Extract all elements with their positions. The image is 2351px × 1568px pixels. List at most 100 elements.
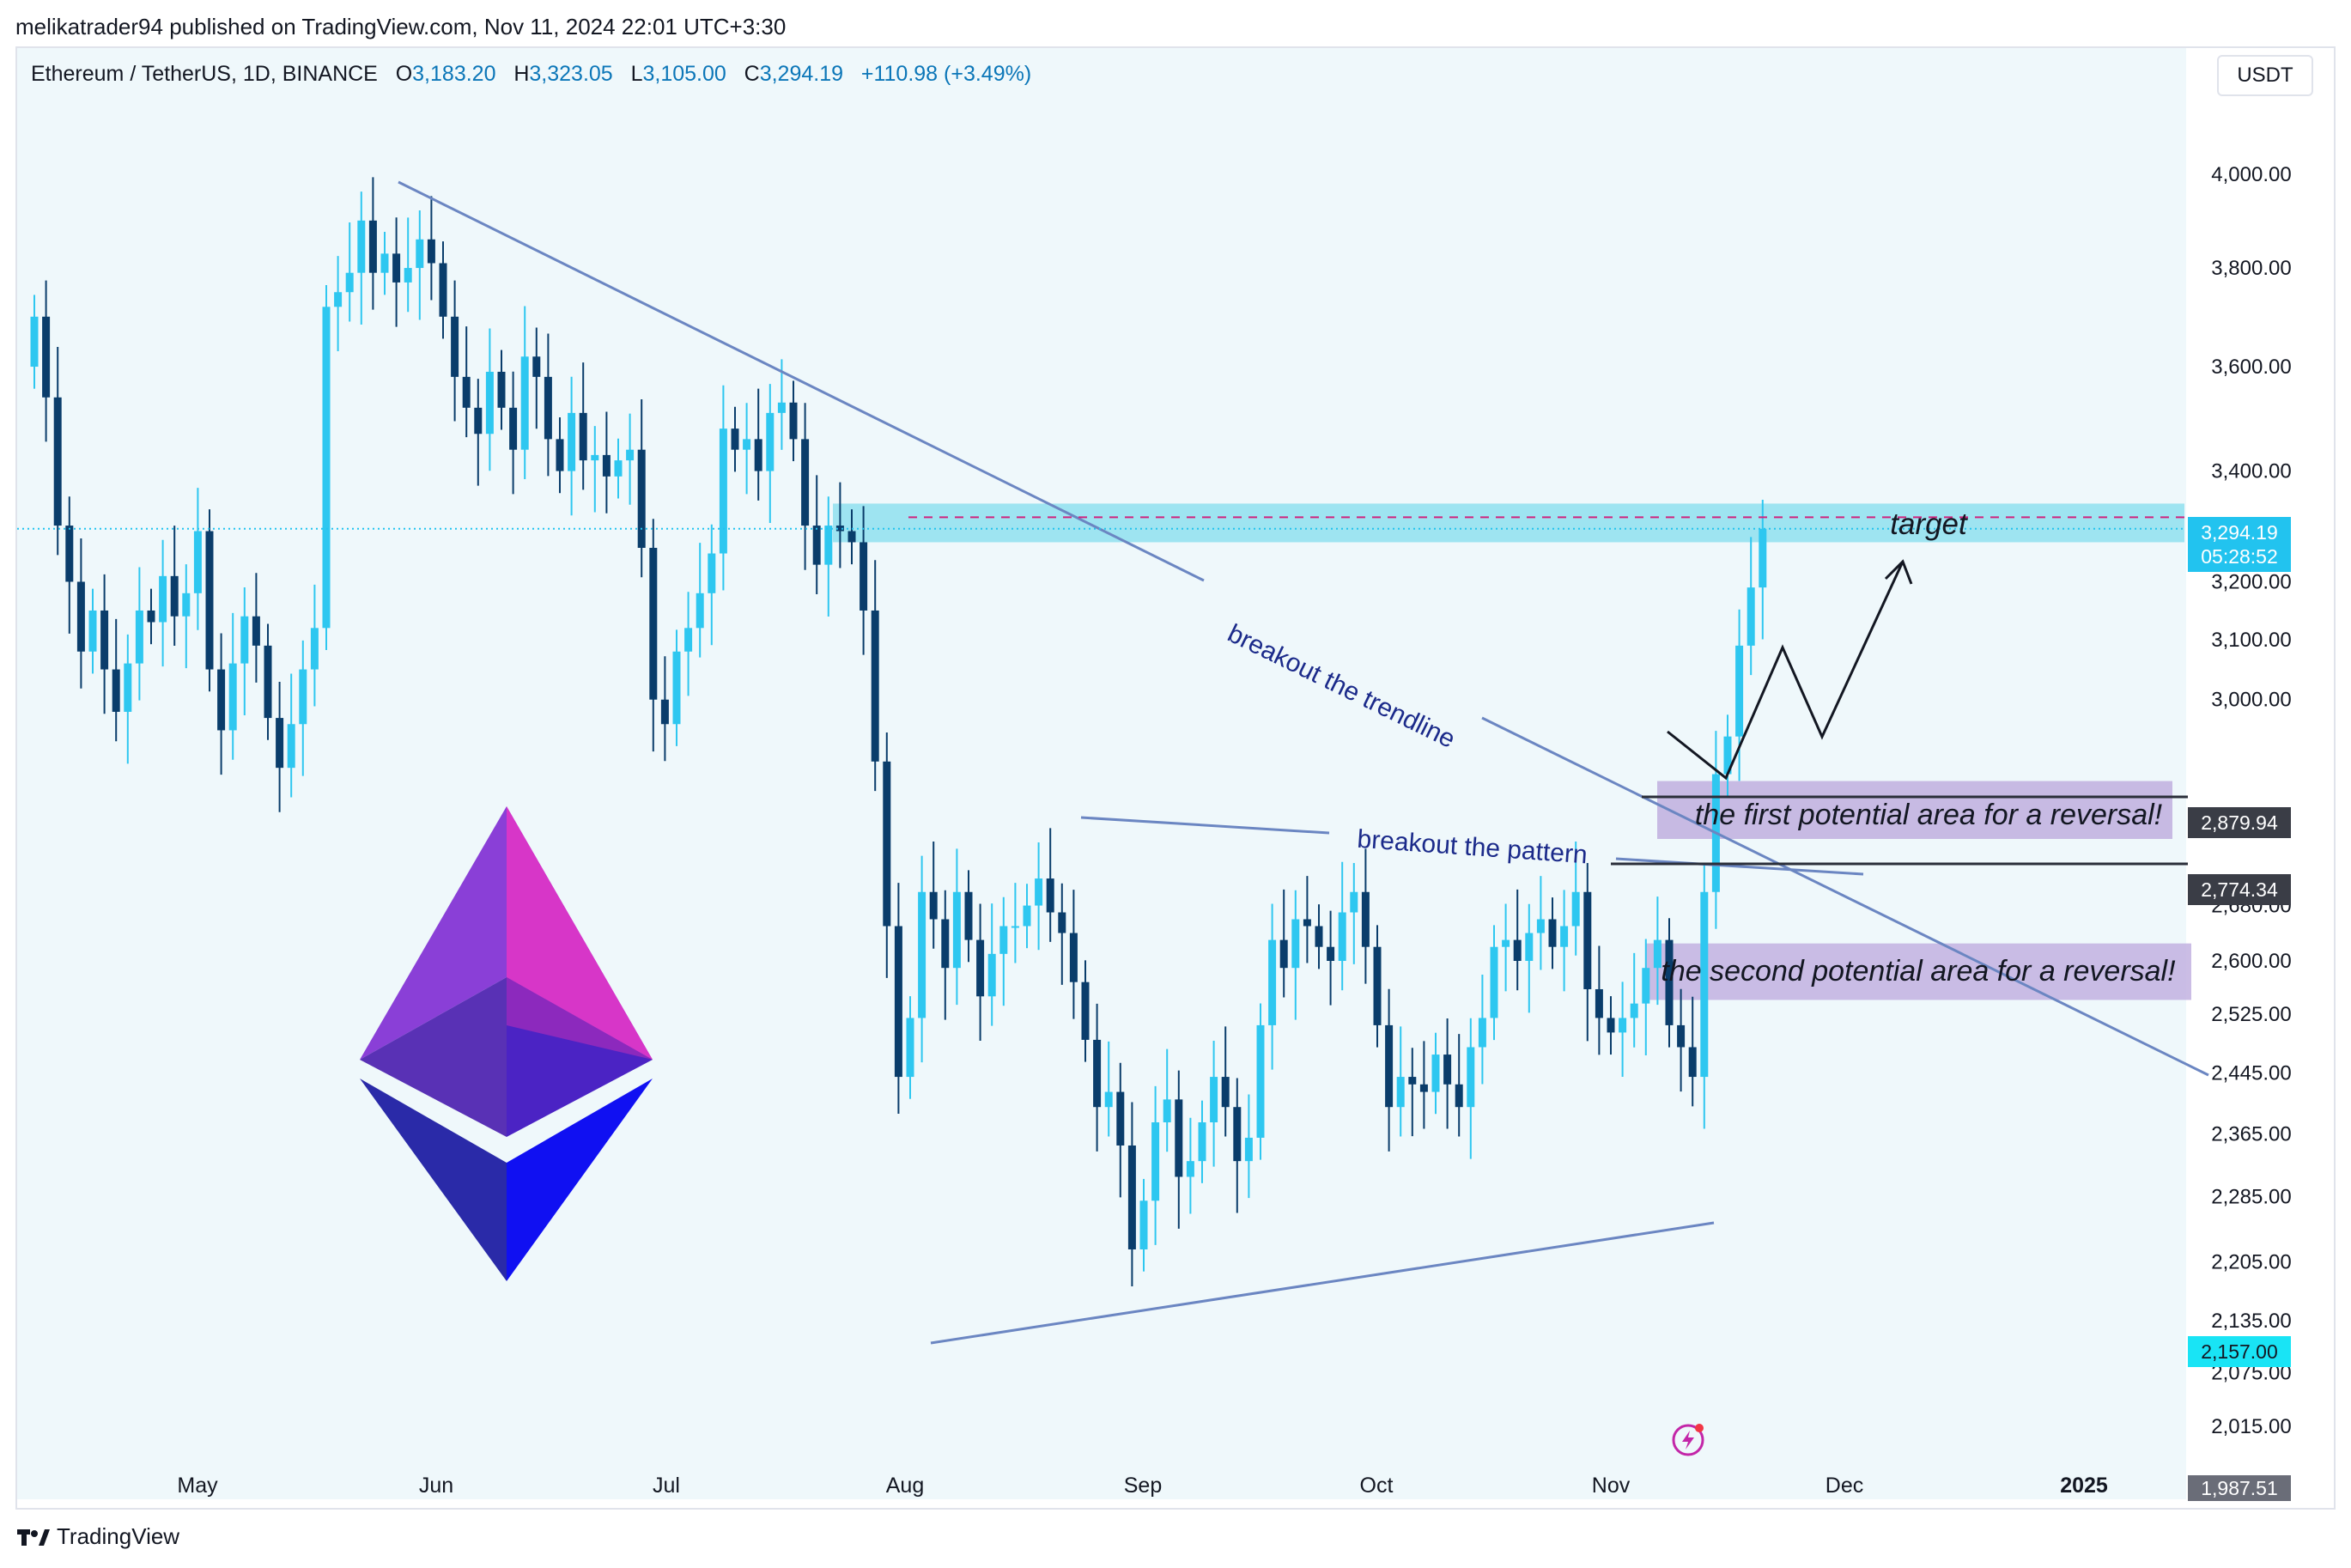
candle-body xyxy=(579,412,587,461)
candle-body xyxy=(497,371,506,408)
candle-body xyxy=(602,454,611,477)
candle-body xyxy=(1653,939,1661,969)
candle-body xyxy=(1256,1024,1265,1138)
candle-body xyxy=(626,449,635,461)
candles xyxy=(30,177,1767,1286)
currency-button[interactable]: USDT xyxy=(2217,55,2313,96)
candle-body xyxy=(591,454,599,461)
candle-body xyxy=(1408,1077,1417,1085)
candle-body xyxy=(1315,926,1323,947)
candle-body xyxy=(1431,1054,1440,1092)
candle-body xyxy=(1735,645,1744,737)
candle-body xyxy=(801,439,810,526)
candle-body xyxy=(1688,1047,1697,1078)
candle-body xyxy=(684,628,693,652)
price-axis[interactable]: 4,000.00 3,800.00 3,600.00 3,400.00 3,200.00… xyxy=(2211,163,2291,1438)
price-tick-label: 2,015.00 xyxy=(2211,1415,2291,1438)
candle-body xyxy=(276,718,284,769)
candle-body xyxy=(205,531,214,670)
zone-1-label: the first potential area for a reversal! xyxy=(1695,799,2163,831)
close-label: C xyxy=(744,62,760,86)
candle-body xyxy=(894,926,902,1078)
candle-body xyxy=(1163,1099,1171,1123)
candle-body xyxy=(1502,939,1510,947)
candle-body xyxy=(380,253,389,273)
time-tick-label: Dec xyxy=(1826,1474,1863,1498)
candle-body xyxy=(1373,946,1382,1025)
chart-canvas[interactable]: 4,000.00 3,800.00 3,600.00 3,400.00 3,200.00… xyxy=(15,46,2336,1510)
trendline-upper-2 xyxy=(1481,716,2209,1077)
pattern-line-1 xyxy=(1080,816,1330,835)
price-tick-label: 3,000.00 xyxy=(2211,689,2291,712)
symbol-header: Ethereum / TetherUS, 1D, BINANCE O3,183.… xyxy=(31,62,1031,87)
target-zone xyxy=(833,503,2184,543)
time-tick-label: Aug xyxy=(886,1474,924,1498)
price-tick-label: 2,365.00 xyxy=(2211,1122,2291,1146)
open-value: 3,183.20 xyxy=(412,62,496,86)
candle-body xyxy=(112,669,120,712)
change-value: +110.98 (+3.49%) xyxy=(860,62,1032,86)
price-tick-label: 2,445.00 xyxy=(2211,1062,2291,1085)
level-1-badge xyxy=(2188,807,2291,838)
candle-body xyxy=(392,253,401,283)
candle-body xyxy=(368,220,377,273)
candle-body xyxy=(1081,982,1090,1040)
price-tick-label: 2,135.00 xyxy=(2211,1310,2291,1333)
candle-body xyxy=(649,547,658,700)
price-tick-label: 3,800.00 xyxy=(2211,257,2291,280)
candle-body xyxy=(696,593,704,629)
candle-body xyxy=(1291,919,1300,969)
candle-body xyxy=(789,402,798,440)
time-axis[interactable]: May Jun Jul Aug Sep Oct Nov Dec 2025 xyxy=(177,1474,2108,1498)
candle-body xyxy=(287,724,295,769)
candle-body xyxy=(1011,926,1019,928)
candle-body xyxy=(88,610,97,652)
price-tick-label: 2,285.00 xyxy=(2211,1186,2291,1209)
candle-body xyxy=(672,651,681,725)
candle-body xyxy=(42,316,51,398)
candle-body xyxy=(777,402,786,413)
time-tick-label: Sep xyxy=(1124,1474,1162,1498)
reversal-zone-1 xyxy=(1657,781,2172,840)
candle-body xyxy=(976,939,985,997)
candle-body xyxy=(228,663,237,731)
candle-body xyxy=(1175,1099,1183,1177)
candle-body xyxy=(404,268,412,283)
candle-body xyxy=(76,581,85,652)
candle-body xyxy=(170,575,179,617)
candle-body xyxy=(1139,1200,1148,1249)
candle-body xyxy=(1093,1039,1102,1108)
low-value: 3,105.00 xyxy=(642,62,726,86)
candle-body xyxy=(1548,919,1557,947)
tradingview-brand[interactable]: TradingView xyxy=(17,1523,179,1550)
candle-body xyxy=(1443,1054,1452,1085)
candle-body xyxy=(1525,933,1534,962)
low-price-label: 2,157.00 xyxy=(2201,1340,2278,1363)
price-tick-label: 2,525.00 xyxy=(2211,1003,2291,1026)
projection-arrow-icon xyxy=(1884,559,1913,585)
candle-body xyxy=(1607,1018,1615,1033)
price-tick-label: 2,205.00 xyxy=(2211,1250,2291,1273)
candle-body xyxy=(462,376,471,408)
drawings xyxy=(17,180,2209,1345)
lightning-icon[interactable] xyxy=(1671,1422,1705,1456)
zone-2-label: the second potential area for a reversal… xyxy=(1661,955,2176,988)
level-2-badge xyxy=(2188,874,2291,905)
candle-body xyxy=(1046,878,1054,913)
price-tick-label: 3,400.00 xyxy=(2211,460,2291,483)
candle-body xyxy=(193,531,202,593)
candle-body xyxy=(1268,939,1277,1025)
candle-body xyxy=(520,356,529,450)
pattern-line-2 xyxy=(1615,857,1864,876)
candle-body xyxy=(1327,946,1335,962)
candle-body xyxy=(1186,1161,1194,1177)
candle-body xyxy=(1478,1018,1486,1048)
candle-body xyxy=(1151,1122,1160,1201)
candle-body xyxy=(835,526,844,532)
high-value: 3,323.05 xyxy=(529,62,613,86)
candle-body xyxy=(65,526,74,582)
candle-body xyxy=(124,663,132,712)
candle-body xyxy=(731,428,739,450)
candle-body xyxy=(1467,1047,1475,1108)
candle-body xyxy=(1490,946,1498,1018)
